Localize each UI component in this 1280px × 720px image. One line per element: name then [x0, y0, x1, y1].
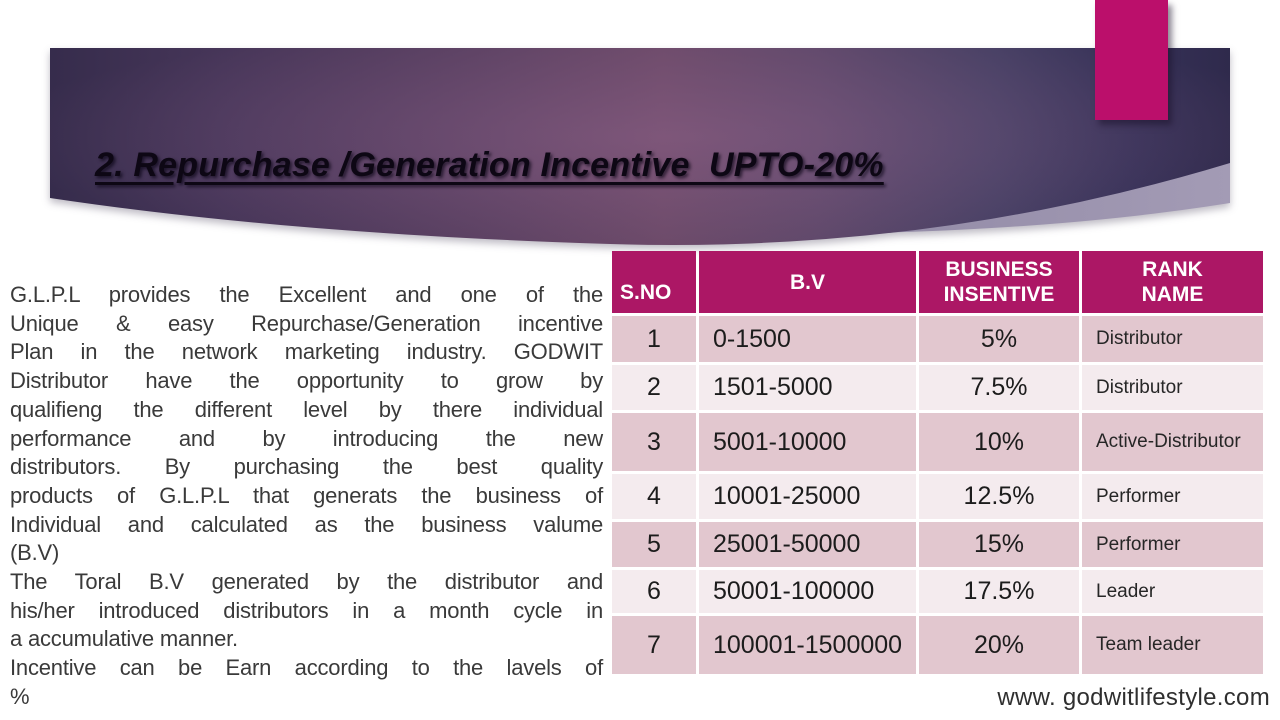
- table-row-5: 5 25001-50000 15% Performer: [612, 522, 1263, 567]
- col-header-label: S.NO: [620, 281, 672, 304]
- cell-rank: Performer: [1082, 474, 1263, 519]
- cell-incentive: 15%: [919, 522, 1079, 567]
- cell-rank: Performer: [1082, 522, 1263, 567]
- slide-title: 2. Repurchase /Generation Incentive UPTO…: [95, 146, 884, 184]
- body-line: G.L.P.L provides the Excellent and one o…: [10, 282, 603, 307]
- body-line: (B.V): [10, 540, 60, 566]
- col-header-label: B.V: [789, 270, 825, 294]
- table-header-row: S.NO B.V BUSINESS INSENTIVE RANK NAME: [612, 251, 1263, 313]
- col-header-sno: S.NO: [612, 251, 696, 313]
- cell-rank: Leader: [1082, 570, 1263, 613]
- accent-rectangle: [1095, 0, 1168, 120]
- cell-bv: 1501-5000: [699, 365, 916, 410]
- cell-sno: 4: [612, 474, 696, 519]
- col-header-business-incentive: BUSINESS INSENTIVE: [919, 251, 1079, 313]
- cell-sno: 2: [612, 365, 696, 410]
- body-line: The Toral B.V generated by the distribut…: [10, 569, 603, 595]
- cell-bv: 100001-1500000: [699, 616, 916, 674]
- footer-url: www. godwitlifestyle.com: [997, 684, 1270, 711]
- col-header-label: RANK: [1142, 258, 1203, 281]
- table-row-3: 3 5001-10000 10% Active-Distributor: [612, 413, 1263, 471]
- cell-rank: Team leader: [1082, 616, 1263, 674]
- cell-incentive: 5%: [919, 316, 1079, 362]
- body-line: %: [10, 683, 30, 709]
- cell-incentive: 17.5%: [919, 570, 1079, 613]
- cell-rank: Active-Distributor: [1082, 413, 1263, 471]
- cell-incentive: 7.5%: [919, 365, 1079, 410]
- table-row-6: 6 50001-100000 17.5% Leader: [612, 570, 1263, 613]
- cell-bv: 50001-100000: [699, 570, 916, 613]
- col-header-label: NAME: [1141, 283, 1204, 306]
- cell-sno: 1: [612, 316, 696, 362]
- cell-sno: 7: [612, 616, 696, 674]
- body-line: qualifieng the different level by there …: [10, 396, 603, 422]
- cell-sno: 5: [612, 522, 696, 567]
- body-line: Incentive can be Earn according to the l…: [10, 655, 603, 681]
- cell-rank: Distributor: [1082, 316, 1263, 362]
- col-header-rank-name: RANK NAME: [1082, 251, 1263, 313]
- cell-bv: 5001-10000: [699, 413, 916, 471]
- body-line: his/her introduced distributors in a mon…: [10, 597, 603, 623]
- col-header-label: BUSINESS: [945, 258, 1053, 281]
- table-row-2: 2 1501-5000 7.5% Distributor: [612, 365, 1263, 410]
- body-paragraph: G.L.P.L provides the Excellent and one o…: [10, 281, 603, 712]
- cell-bv: 10001-25000: [699, 474, 916, 519]
- cell-sno: 6: [612, 570, 696, 613]
- cell-bv: 0-1500: [699, 316, 916, 362]
- body-line: Individual and calculated as the busines…: [10, 511, 603, 537]
- body-line: distributors. By purchasing the best qua…: [10, 454, 603, 480]
- cell-bv: 25001-50000: [699, 522, 916, 567]
- col-header-bv: B.V: [699, 251, 916, 313]
- table-row-4: 4 10001-25000 12.5% Performer: [612, 474, 1263, 519]
- table-row-7: 7 100001-1500000 20% Team leader: [612, 616, 1263, 674]
- body-line: Unique & easy Repurchase/Generation ince…: [10, 310, 603, 336]
- body-line: Plan in the network marketing industry. …: [10, 339, 603, 365]
- cell-incentive: 10%: [919, 413, 1079, 471]
- body-line: performance and by introducing the new: [10, 425, 603, 451]
- col-header-label: INSENTIVE: [943, 283, 1055, 306]
- cell-incentive: 12.5%: [919, 474, 1079, 519]
- cell-sno: 3: [612, 413, 696, 471]
- body-line: products of G.L.P.L that generats the bu…: [10, 482, 603, 508]
- cell-rank: Distributor: [1082, 365, 1263, 410]
- body-line: Distributor have the opportunity to grow…: [10, 368, 603, 394]
- cell-incentive: 20%: [919, 616, 1079, 674]
- incentive-table: S.NO B.V BUSINESS INSENTIVE RANK NAME 1 …: [609, 248, 1266, 677]
- body-line: a accumulative manner.: [10, 626, 238, 652]
- title-banner-graphic: [50, 48, 1230, 245]
- table-row-1: 1 0-1500 5% Distributor: [612, 316, 1263, 362]
